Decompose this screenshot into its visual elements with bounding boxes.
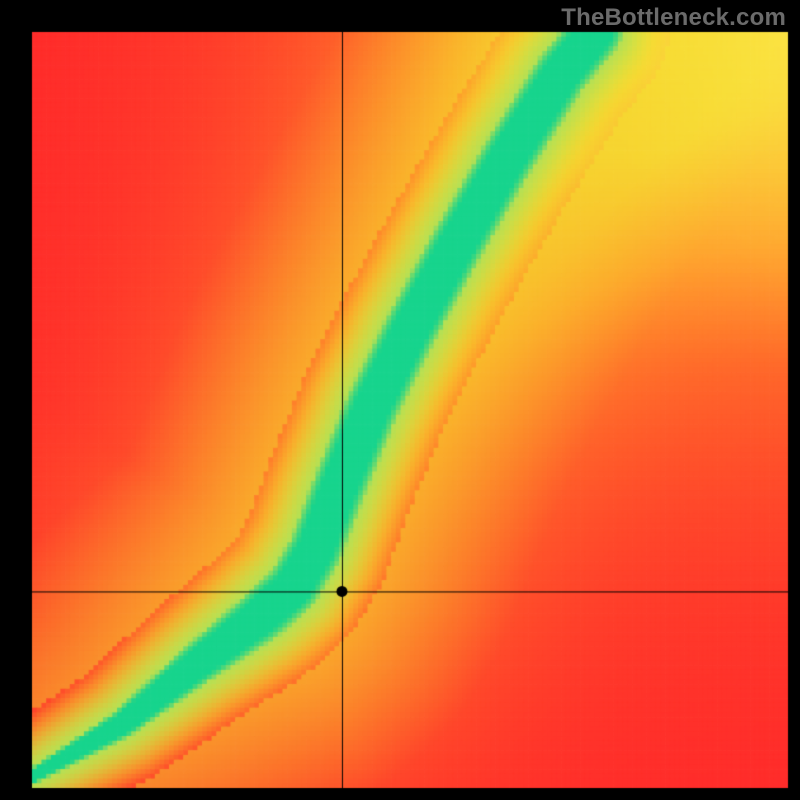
- watermark-text: TheBottleneck.com: [561, 4, 786, 32]
- chart-stage: TheBottleneck.com: [0, 0, 800, 800]
- heatmap-canvas: [0, 0, 800, 800]
